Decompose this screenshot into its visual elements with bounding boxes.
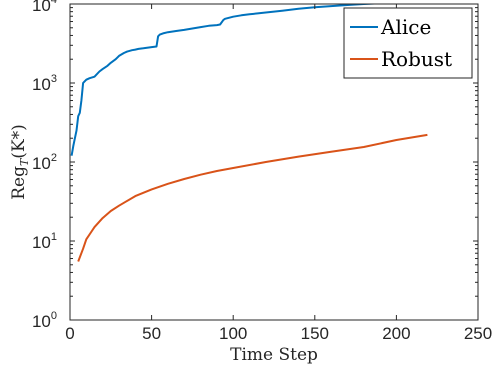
y-tick-label: 102 xyxy=(32,152,57,173)
y-axis-title-arg: (K*) xyxy=(9,124,29,158)
x-tick-label: 50 xyxy=(142,324,161,343)
series-layer xyxy=(70,4,428,262)
legend-box xyxy=(343,7,473,79)
x-tick-label: 200 xyxy=(382,324,410,343)
y-axis-title-base: Reg xyxy=(9,166,29,200)
x-tick-label: 250 xyxy=(464,324,492,343)
y-tick-label: 101 xyxy=(32,231,57,252)
y-tick-label: 103 xyxy=(32,73,57,94)
y-tick-label: 104 xyxy=(32,0,57,15)
ticks-layer: 0 50 100 150 200 250 100 101 102 103 104 xyxy=(32,0,492,343)
legend-label-robust: Robust xyxy=(381,47,452,71)
y-axis-title: RegT(K*) xyxy=(9,124,31,200)
series-line-alice xyxy=(70,4,389,156)
x-axis-title: Time Step xyxy=(230,345,318,365)
series-line-robust xyxy=(77,133,428,262)
legend-label-alice: Alice xyxy=(380,15,431,39)
x-tick-label: 150 xyxy=(301,324,329,343)
legend: Alice Robust xyxy=(343,7,473,79)
x-tick-label: 0 xyxy=(65,324,74,343)
y-tick-label: 100 xyxy=(32,310,57,331)
y-axis-title-subscript: T xyxy=(18,157,31,166)
x-tick-label: 100 xyxy=(219,324,247,343)
